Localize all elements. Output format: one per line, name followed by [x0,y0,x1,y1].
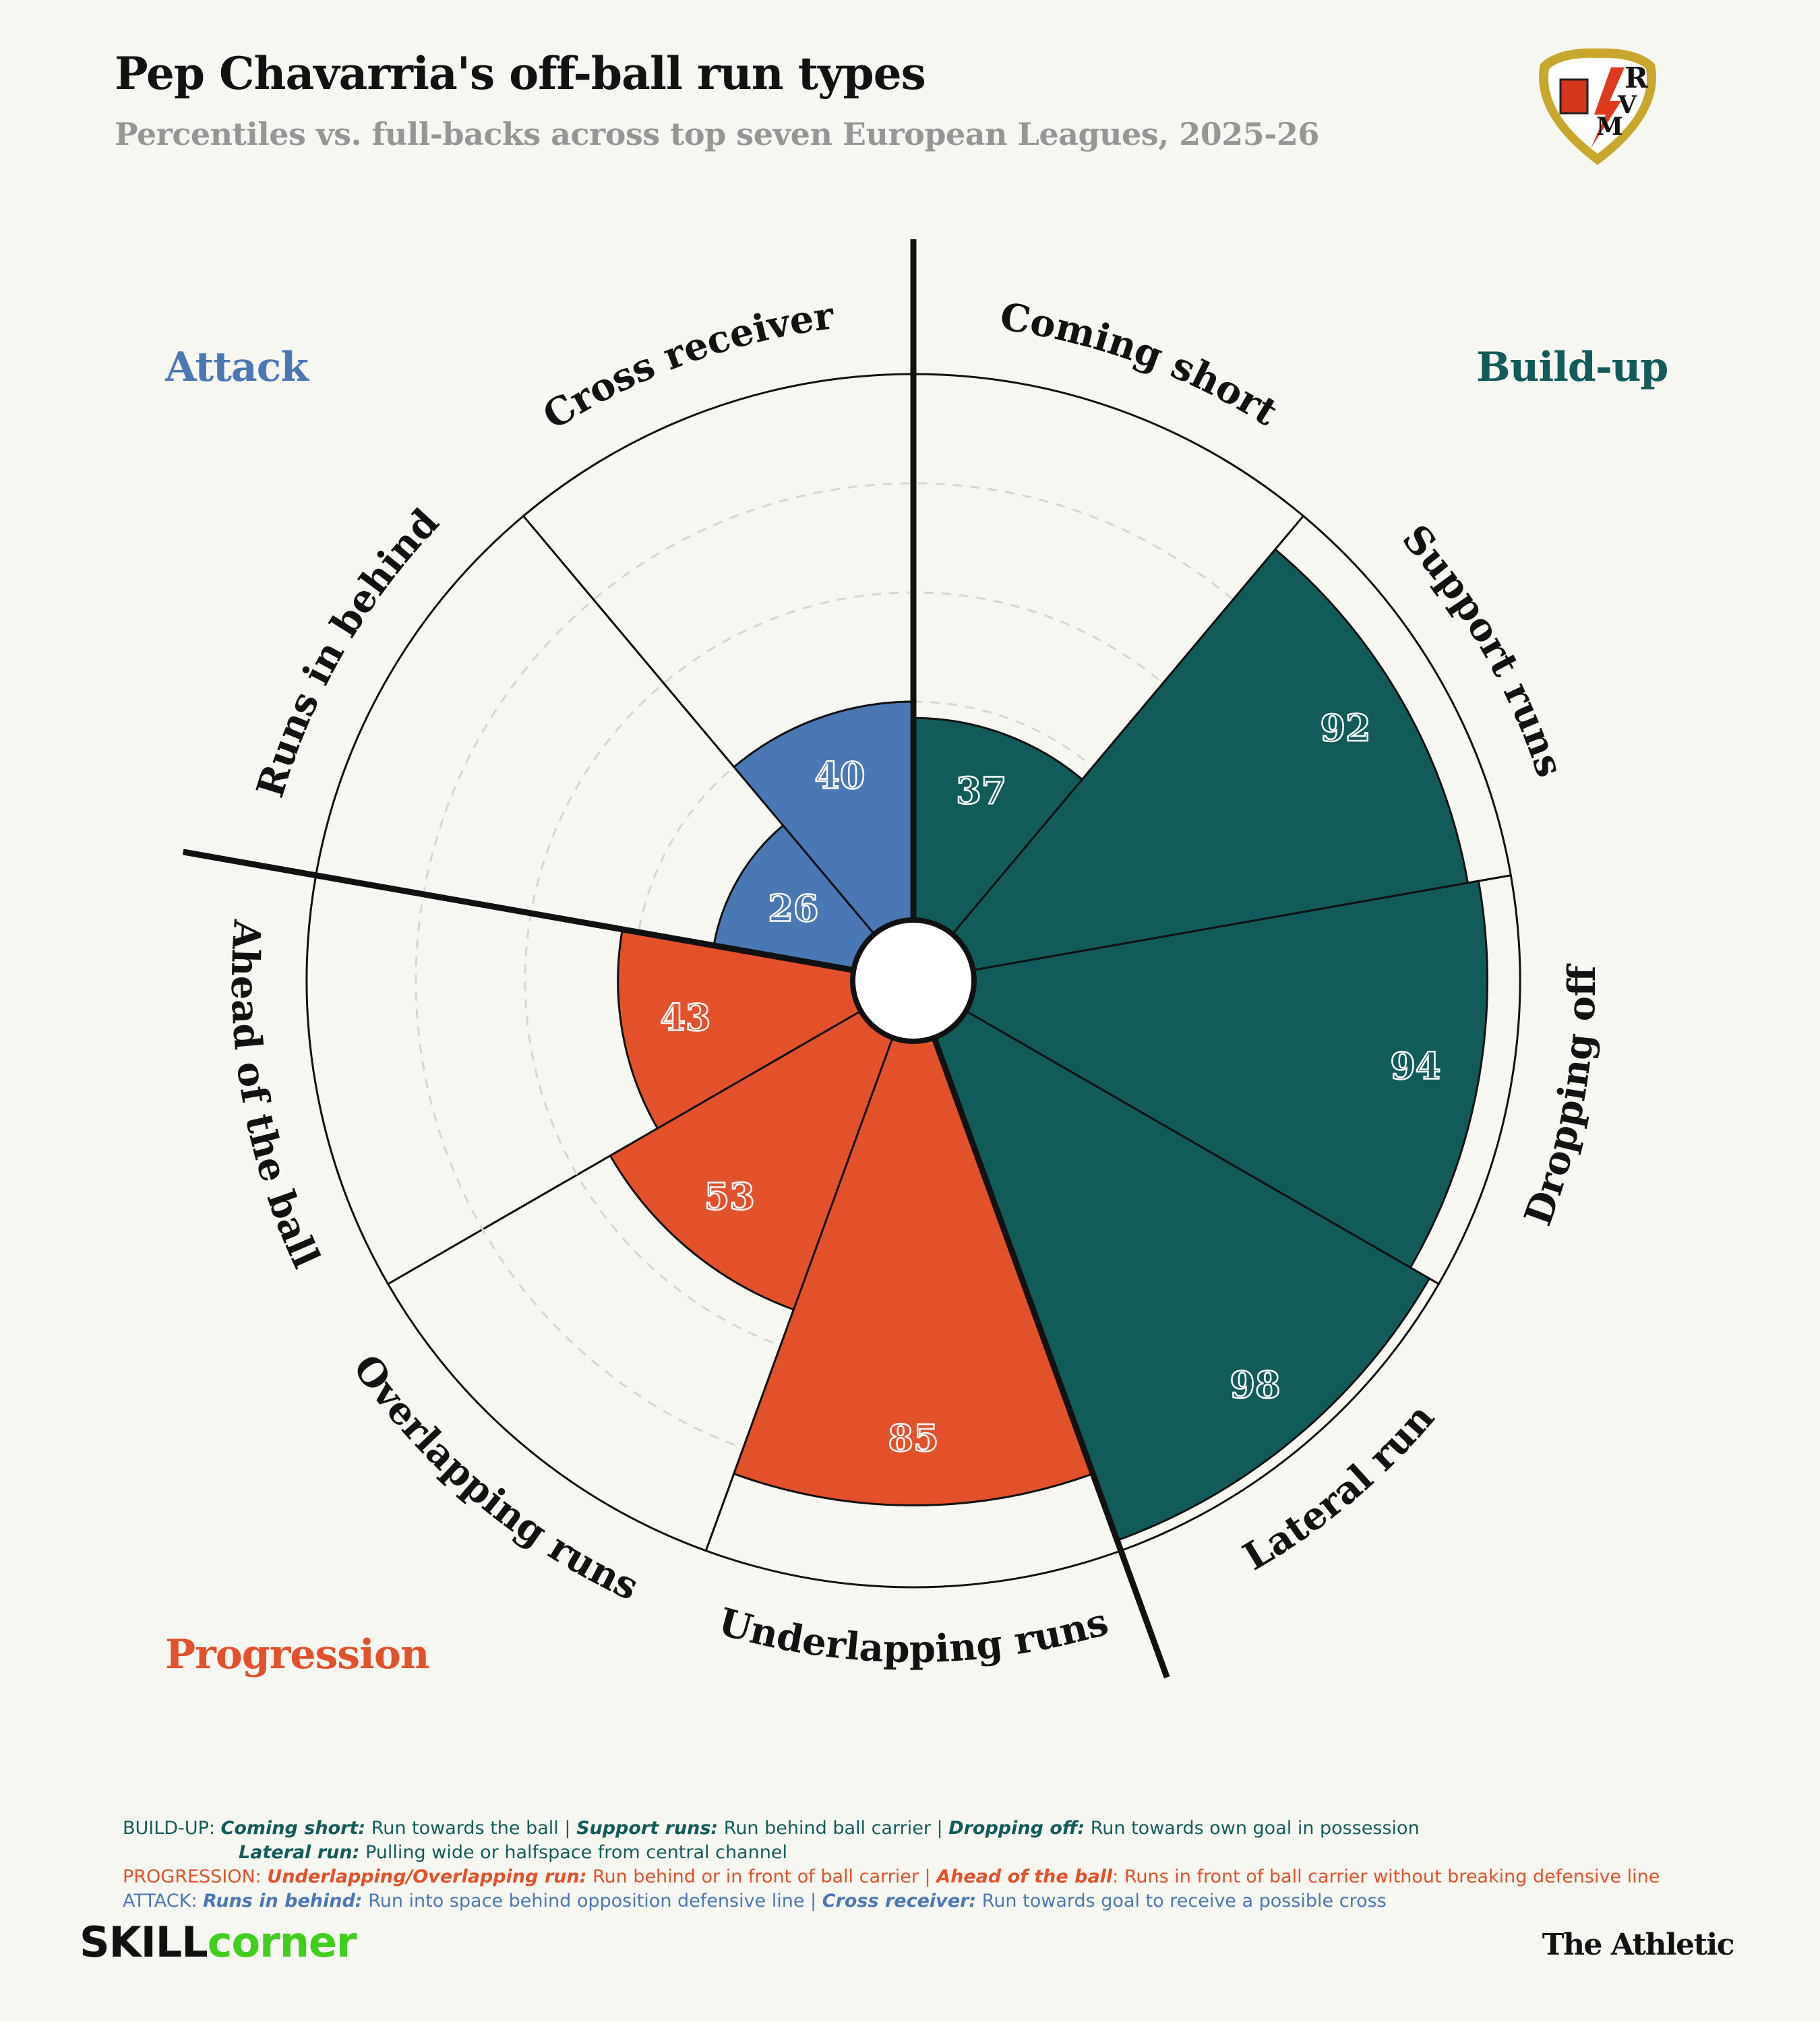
category-label-progression: Progression [165,1631,429,1678]
svg-text:M: M [1596,113,1623,141]
group-divider-1 [931,1037,1170,1679]
skillcorner-logo: SKILLcorner [80,1918,357,1967]
footer-attack-row: ATTACK: Runs in behind: Run into space b… [123,1891,1387,1911]
footer-build-up-row: BUILD-UP: Coming short: Run towards the … [123,1818,1420,1839]
chart-center-hub [850,917,977,1044]
club-crest-logo: R V M [1539,48,1656,165]
footer-definitions: BUILD-UP: Coming short: Run towards the … [123,1816,1660,1913]
value-label-dropping-off: 94 [1390,1044,1440,1087]
chart-subtitle: Percentiles vs. full-backs across top se… [115,116,1319,152]
value-label-cross-receiver: 40 [814,754,865,797]
the-athletic-logo: The Athletic [1542,1928,1735,1962]
chart-value-labels: 37 92 94 98 85 53 43 26 40 [659,706,1442,1461]
value-label-coming-short: 37 [956,769,1006,812]
svg-text:V: V [1617,91,1637,119]
chart-dividers [182,239,1170,1679]
value-label-lateral-run: 98 [1230,1363,1280,1406]
svg-text:R: R [1625,61,1649,94]
value-label-support-runs: 92 [1320,706,1370,749]
category-label-build-up: Build-up [1476,344,1668,391]
value-label-overlapping-runs: 53 [704,1175,755,1218]
slice-label-underlapping-runs: Underlapping runs [714,1599,1113,1672]
value-label-underlapping-runs: 85 [888,1417,938,1460]
footer-progression-row: PROGRESSION: Underlapping/Overlapping ru… [123,1866,1660,1887]
category-label-attack: Attack [165,344,309,391]
group-divider-2 [182,849,855,973]
value-label-ahead-of-the-ball: 43 [660,996,710,1039]
slice-label-dropping-off: Dropping off [1516,964,1605,1231]
footer-build-up-row-2: Lateral run: Pulling wide or halfspace f… [239,1842,787,1863]
chart-title: Pep Chavarria's off-ball run types [115,47,926,100]
chart-bars [609,548,1488,1542]
value-label-runs-in-behind: 26 [768,886,818,929]
